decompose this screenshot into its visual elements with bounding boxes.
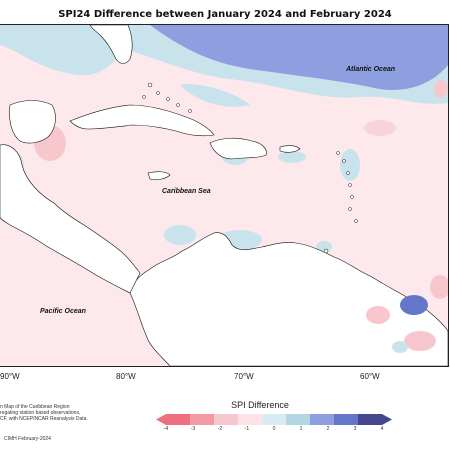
legend-tick-label: -3 — [190, 426, 196, 432]
map-panel: Atlantic Ocean Caribbean Sea Pacific Oce… — [0, 24, 449, 367]
lon-label-70w: 70°W — [234, 372, 254, 381]
negative-patch-central-caribbean — [164, 225, 196, 245]
legend-swatch — [214, 414, 239, 425]
weak-negative-bahamas — [180, 84, 250, 107]
positive-patch-brazil — [404, 331, 436, 351]
credit-text: CIMH February-2024 — [4, 436, 51, 442]
caption-line-2: regating station based observations, — [0, 410, 81, 416]
legend-right-arrow — [382, 414, 392, 425]
legend-tick-label: -4 — [163, 426, 169, 432]
negative-patch-brazil — [392, 341, 408, 353]
legend-swatch — [286, 414, 311, 425]
positive-patch-french-guiana — [430, 275, 448, 299]
legend-left-arrow — [156, 414, 166, 425]
jamaica-land — [147, 171, 171, 181]
map-caption: n Map of the Caribbean Region regating s… — [0, 404, 120, 422]
legend-swatches — [166, 414, 383, 425]
legend-swatch — [238, 414, 263, 425]
legend-swatch — [334, 414, 359, 425]
weak-negative-west-area — [0, 37, 120, 76]
legend-swatch — [166, 414, 191, 425]
legend-tick-label: -2 — [217, 426, 223, 432]
pacific-ocean-label: Pacific Ocean — [40, 308, 86, 315]
lesser-antilles-islands — [323, 151, 358, 254]
florida-land — [89, 25, 133, 64]
caribbean-sea-label: Caribbean Sea — [162, 188, 211, 195]
south-america-land — [129, 232, 448, 366]
legend-swatch — [190, 414, 215, 425]
legend-tick-label: 4 — [380, 426, 384, 432]
hispaniola-land — [209, 137, 267, 160]
positive-patch-ne — [434, 80, 448, 98]
strong-negative-atlantic — [150, 25, 448, 91]
legend-swatch — [358, 414, 383, 425]
lon-label-60w: 60°W — [360, 372, 380, 381]
atlantic-ocean-label: Atlantic Ocean — [345, 66, 395, 73]
yucatan-land — [9, 100, 56, 144]
map-title: SPI24 Difference between January 2024 an… — [58, 9, 392, 20]
bahamas-islands — [142, 82, 192, 113]
caption-line-1: n Map of the Caribbean Region — [0, 404, 70, 410]
legend-swatch — [310, 414, 335, 425]
legend-tick-label: -1 — [244, 426, 250, 432]
positive-patch-atlantic — [364, 120, 396, 136]
cuba-land — [69, 104, 215, 137]
negative-patch-puertorico — [278, 151, 306, 163]
legend-tick-label: 2 — [326, 426, 330, 432]
lon-label-90w: 90°W — [0, 372, 20, 381]
legend-swatch — [262, 414, 287, 425]
positive-patch-guyana — [366, 306, 390, 324]
legend-tick-label: 1 — [299, 426, 303, 432]
legend-colorbar — [156, 414, 392, 425]
caption-line-3: CF, with NCEP/NCAR Reanalysis Data. — [0, 416, 88, 422]
legend-tick-label: 3 — [353, 426, 357, 432]
puertorico-land — [279, 145, 301, 153]
map-canvas: Atlantic Ocean Caribbean Sea Pacific Oce… — [0, 25, 448, 366]
strong-negative-suriname — [400, 295, 428, 315]
negative-patch-lesser-antilles — [340, 149, 360, 181]
legend-title: SPI Difference — [231, 400, 289, 410]
lon-label-80w: 80°W — [116, 372, 136, 381]
legend-tick-label: 0 — [272, 426, 276, 432]
central-america-land — [0, 144, 141, 294]
